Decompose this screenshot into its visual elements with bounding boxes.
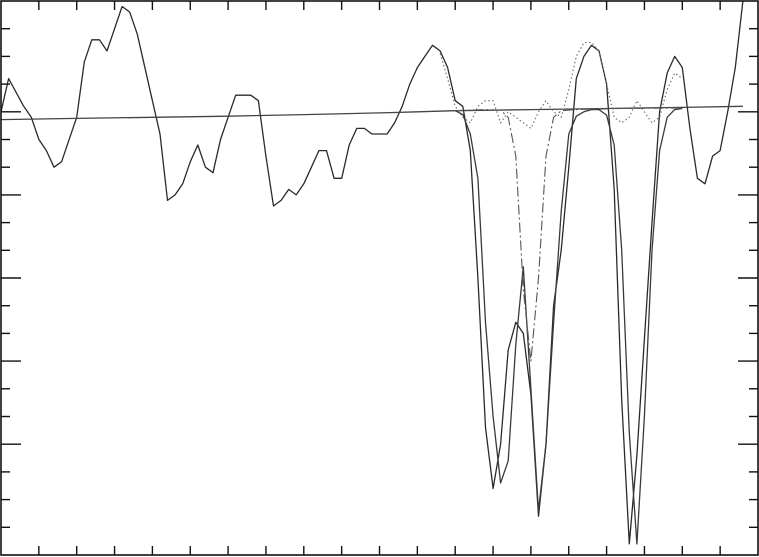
series-line-3 <box>454 107 683 545</box>
series-line-4 <box>455 107 683 362</box>
series-layer <box>0 0 744 545</box>
series-line-1 <box>0 0 744 545</box>
series-line-5 <box>439 41 683 129</box>
